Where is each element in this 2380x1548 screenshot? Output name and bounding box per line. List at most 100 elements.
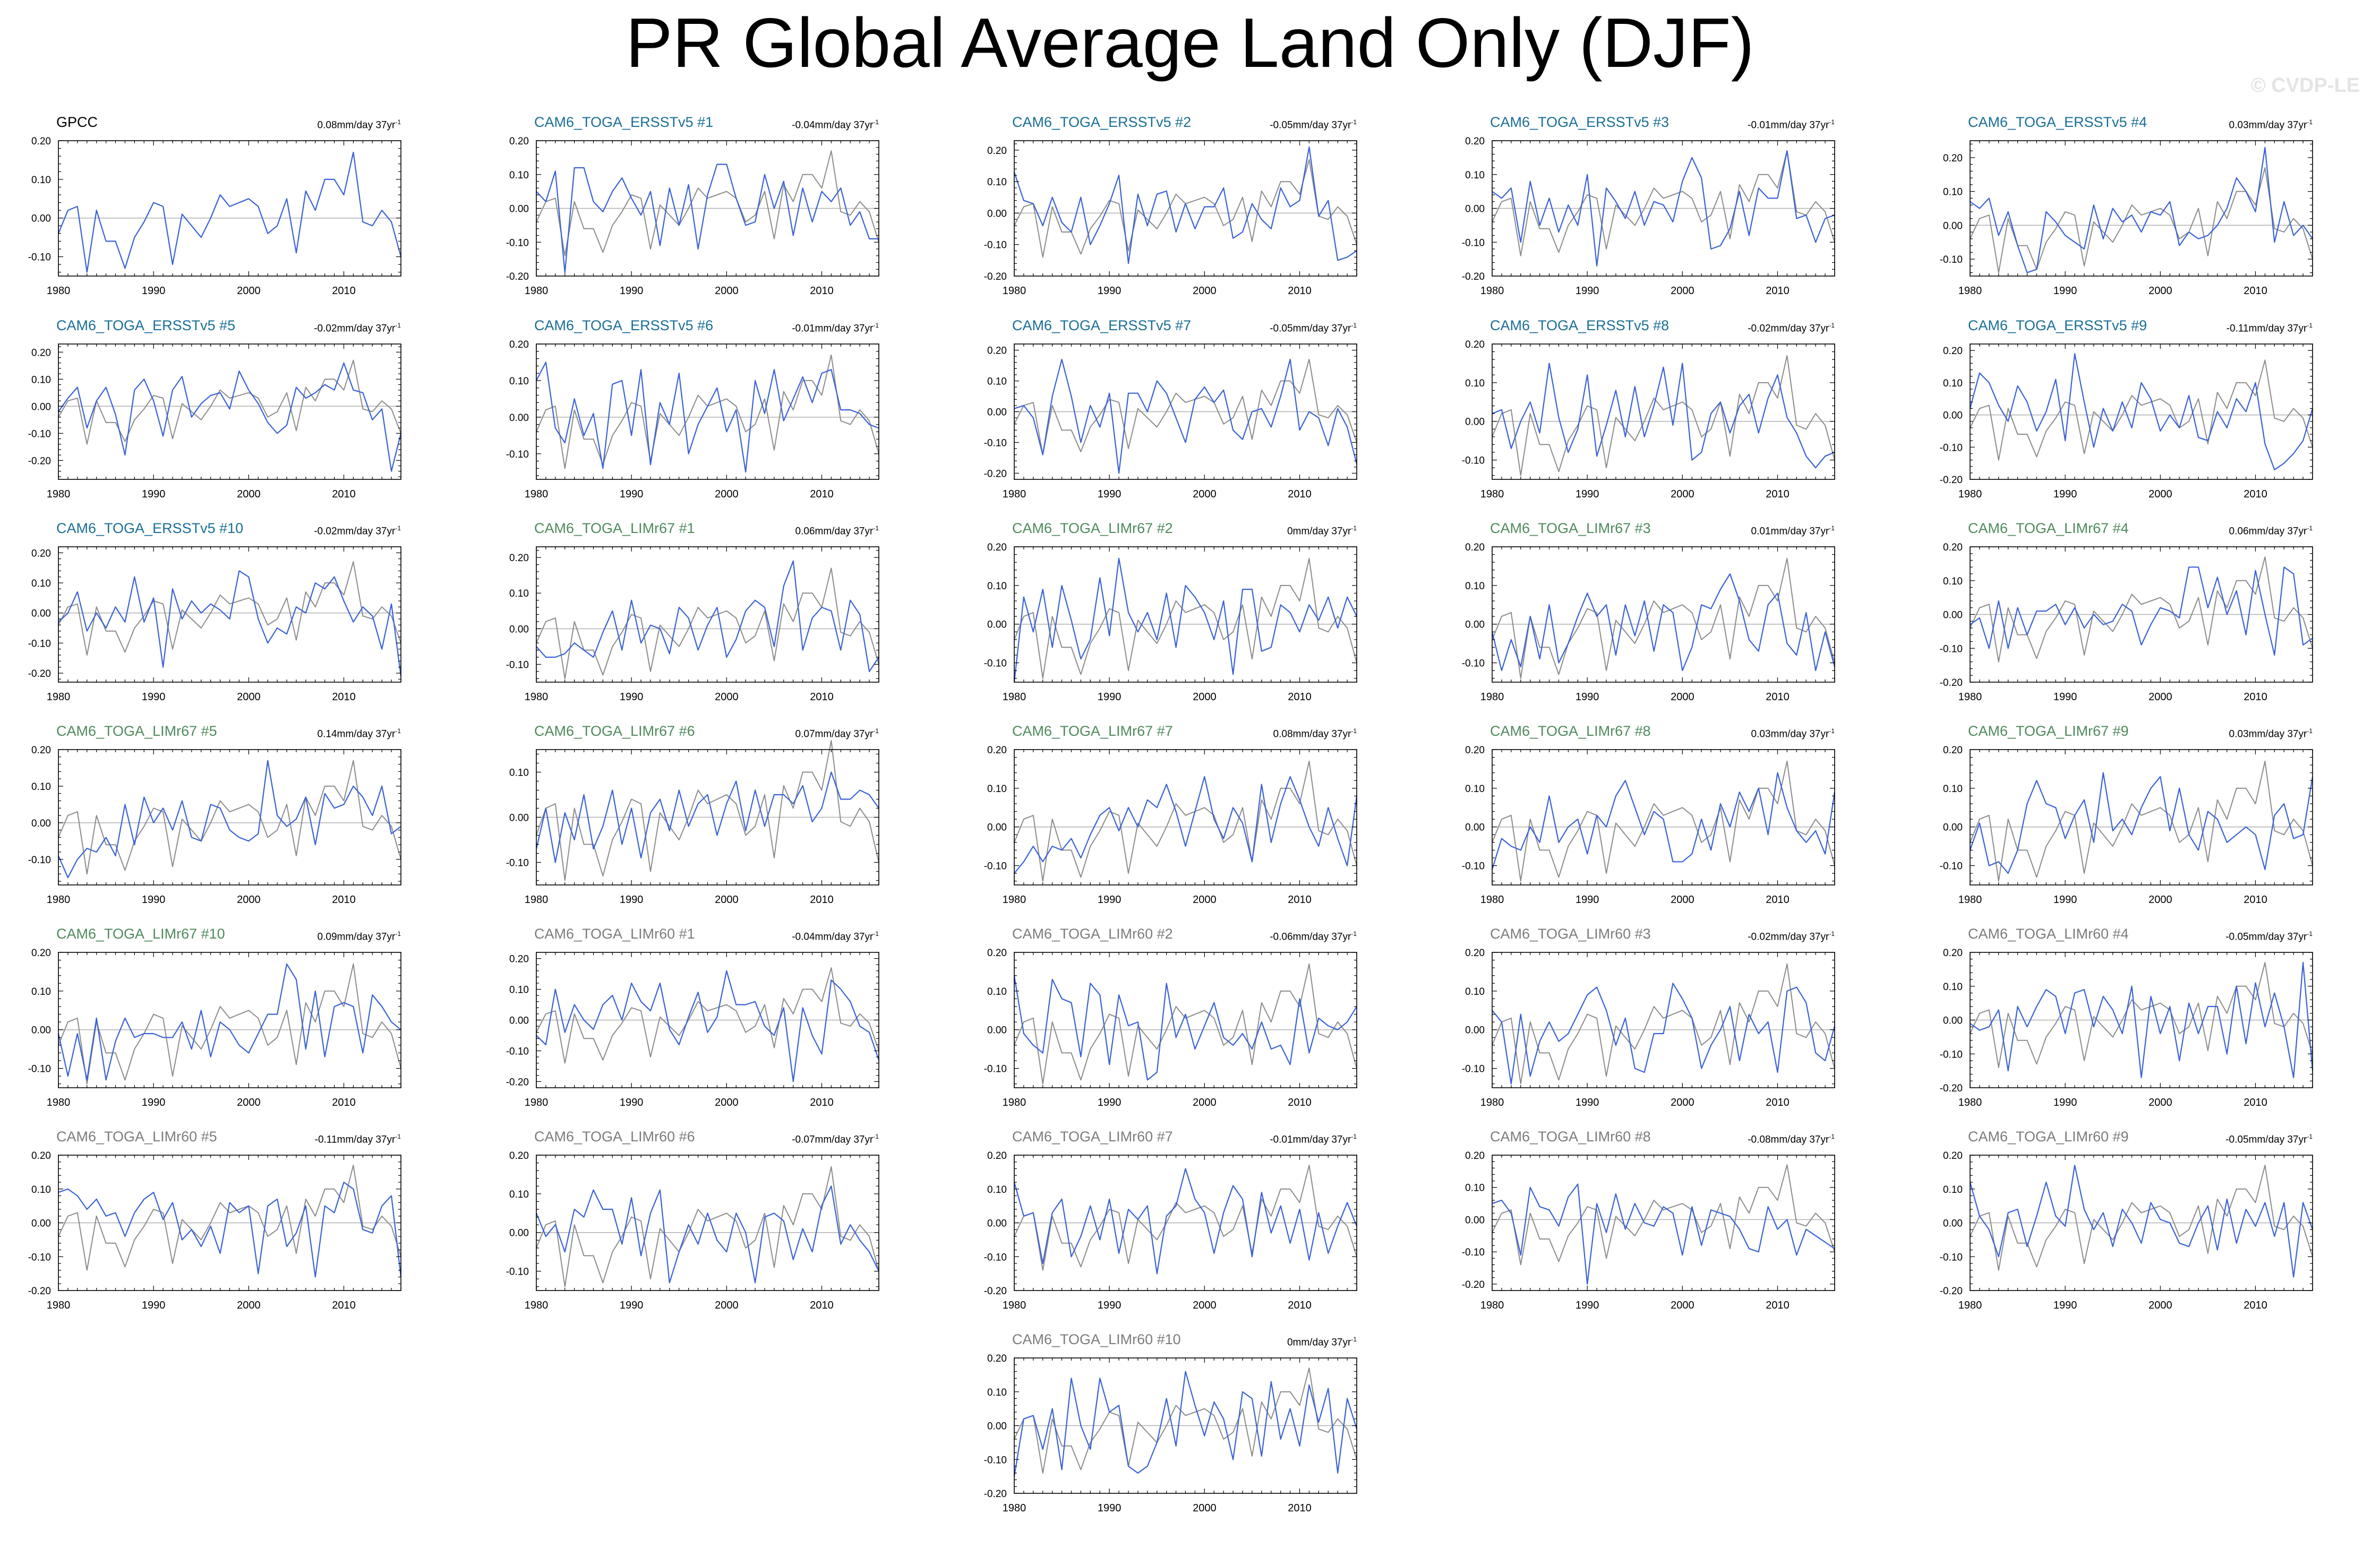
y-tick-label: 0.20 [1465,339,1485,350]
chart-panel: CAM6_TOGA_ERSSTv5 #5 -0.02mm/day 37yr-1 19… [5,317,451,509]
x-tick-label: 2000 [1671,1097,1694,1108]
plot-frame [58,343,401,480]
y-tick-label: 0.00 [1943,410,1963,422]
y-tick-label: -0.10 [1462,455,1485,467]
y-tick-label: 0.20 [509,136,529,147]
panel-plot: 1980 1990 2000 2010 0.20 0.10 0.00 -0.10 [984,542,1357,703]
x-tick-label: 2000 [2148,1097,2172,1108]
trend-exponent: -1 [873,524,879,532]
panel-trend-value: -0.05mm/day 37yr [2225,931,2307,943]
model-series-line [1492,150,1835,266]
x-tick-label: 1990 [620,1300,644,1311]
plot-frame [1970,343,2313,480]
y-tick-label: -0.10 [506,1267,529,1278]
y-tick-label: -0.10 [984,240,1007,251]
x-tick-label: 1980 [525,894,549,906]
x-tick-label: 2000 [1193,1097,1217,1108]
panel-plot: 1980 1990 2000 2010 0.20 0.10 0.00 -0.10 [984,948,1357,1108]
y-tick-label: 0.00 [509,813,529,824]
panel-trend-value: 0mm/day 37yr [1287,526,1351,537]
obs-series-line [1014,1368,1357,1474]
x-tick-label: 2000 [237,285,261,297]
y-tick-label: 0.10 [509,768,529,779]
obs-series-line [536,740,879,881]
y-tick-label: -0.10 [984,1252,1007,1263]
panel-plot: 1980 1990 2000 2010 0.20 0.10 0.00 -0.10 -0.20 [984,1353,1358,1514]
panel-trend-value: 0.03mm/day 37yr [2229,728,2307,740]
x-tick-label: 2000 [237,1097,261,1108]
y-tick-label: 0.10 [987,784,1007,795]
chart-panel: CAM6_TOGA_LIMr60 #6 -0.07mm/day 37yr-1 198… [483,1129,929,1320]
x-tick-label: 2000 [2148,894,2172,906]
x-tick-label: 1980 [1958,691,1982,703]
y-tick-label: 0.20 [31,136,51,147]
panel-trend: -0.01mm/day 37yr-1 [792,319,879,336]
x-tick-label: 2010 [1288,1502,1312,1514]
panel-plot: 1980 1990 2000 2010 0.20 0.10 0.00 -0.10 [1462,948,1836,1108]
trend-exponent: -1 [2307,727,2313,735]
y-tick-label: 0.20 [509,339,529,350]
obs-series-line [536,1166,879,1287]
panel-trend-value: -0.01mm/day 37yr [1748,119,1829,131]
x-tick-label: 1980 [1003,894,1026,906]
x-tick-label: 1980 [1480,1097,1504,1108]
y-tick-label: -0.10 [1940,254,1963,265]
chart-panel: CAM6_TOGA_LIMr67 #4 0.06mm/day 37yr-1 1980… [1917,520,2363,711]
panel-plot: 1980 1990 2000 2010 0.20 0.10 0.00 -0.10 [506,339,879,500]
panel-trend-value: -0.01mm/day 37yr [1270,1134,1351,1146]
chart-panel: CAM6_TOGA_LIMr67 #3 0.01mm/day 37yr-1 1980… [1439,520,1885,711]
panel-title: CAM6_TOGA_LIMr60 #7 [1012,1129,1173,1145]
x-tick-label: 1980 [1958,285,1982,297]
x-tick-label: 2000 [715,894,739,906]
trend-exponent: -1 [1351,727,1357,735]
obs-series-line [1492,150,1835,256]
y-tick-label: 0.00 [509,624,529,635]
chart-panel: CAM6_TOGA_LIMr60 #10 0mm/day 37yr-1 1980 19… [961,1331,1407,1523]
panel-plot: 1980 1990 2000 2010 0.20 0.10 0.00 -0.10 [506,546,879,703]
panel-trend: -0.02mm/day 37yr-1 [1748,319,1835,336]
x-tick-label: 1990 [1576,894,1599,906]
trend-exponent: -1 [1829,930,1835,938]
x-tick-label: 2000 [1671,285,1694,297]
y-tick-label: 0.20 [987,542,1007,553]
model-series-line [1491,772,1836,870]
panel-trend-value: 0.03mm/day 37yr [2229,119,2307,131]
y-tick-label: -0.20 [984,1489,1007,1500]
panel-trend-value: -0.05mm/day 37yr [1270,323,1351,334]
model-series-line [536,164,879,273]
chart-panel: CAM6_TOGA_ERSSTv5 #3 -0.01mm/day 37yr-1 19… [1439,114,1885,305]
chart-panel: CAM6_TOGA_LIMr60 #4 -0.05mm/day 37yr-1 198… [1917,926,2363,1117]
panel-plot: 1980 1990 2000 2010 0.20 0.10 0.00 -0.10 [1462,542,1836,703]
model-series-line [1969,1164,2314,1278]
x-tick-label: 1980 [1003,691,1026,703]
x-tick-label: 2010 [2244,285,2267,297]
trend-exponent: -1 [2307,118,2313,126]
panel-plot: 1980 1990 2000 2010 0.20 0.10 0.00 -0.10 [1462,339,1835,500]
y-tick-label: 0.20 [509,1150,529,1162]
panel-trend-value: -0.05mm/day 37yr [1270,119,1351,131]
x-tick-label: 2010 [1288,1300,1312,1311]
panel-trend-value: -0.02mm/day 37yr [1748,931,1829,943]
y-tick-label: 0.00 [1943,220,1963,231]
obs-series-line [57,151,402,273]
obs-series-line [1970,359,2313,461]
panel-trend: -0.04mm/day 37yr-1 [792,927,879,944]
panel-title: CAM6_TOGA_ERSSTv5 #5 [56,317,236,333]
y-tick-label: 0.10 [1943,982,1963,993]
panel-plot: 1980 1990 2000 2010 0.20 0.10 0.00 -0.10 -0.20 [506,952,880,1108]
x-tick-label: 1990 [1576,1300,1599,1311]
panel-plot: 1980 1990 2000 2010 0.20 0.10 0.00 -0.10 -0.20 [1940,1150,2314,1311]
x-tick-label: 1990 [2053,1097,2077,1108]
y-tick-label: 0.20 [1943,1150,1963,1162]
panel-trend-value: -0.11mm/day 37yr [314,1134,396,1146]
y-tick-label: 0.10 [1465,784,1485,795]
y-tick-label: -0.10 [28,252,51,263]
panel-plot: 1980 1990 2000 2010 0.20 0.10 0.00 -0.10 -0.20 [28,1150,402,1311]
trend-exponent: -1 [1351,118,1357,126]
chart-panel: CAM6_TOGA_ERSSTv5 #1 -0.04mm/day 37yr-1 19… [483,114,929,305]
x-tick-label: 2010 [1288,894,1312,906]
x-tick-label: 1980 [1958,1097,1982,1108]
y-tick-label: -0.20 [1940,677,1963,689]
x-tick-label: 1990 [1098,1502,1121,1514]
y-tick-label: 0.20 [509,954,529,965]
